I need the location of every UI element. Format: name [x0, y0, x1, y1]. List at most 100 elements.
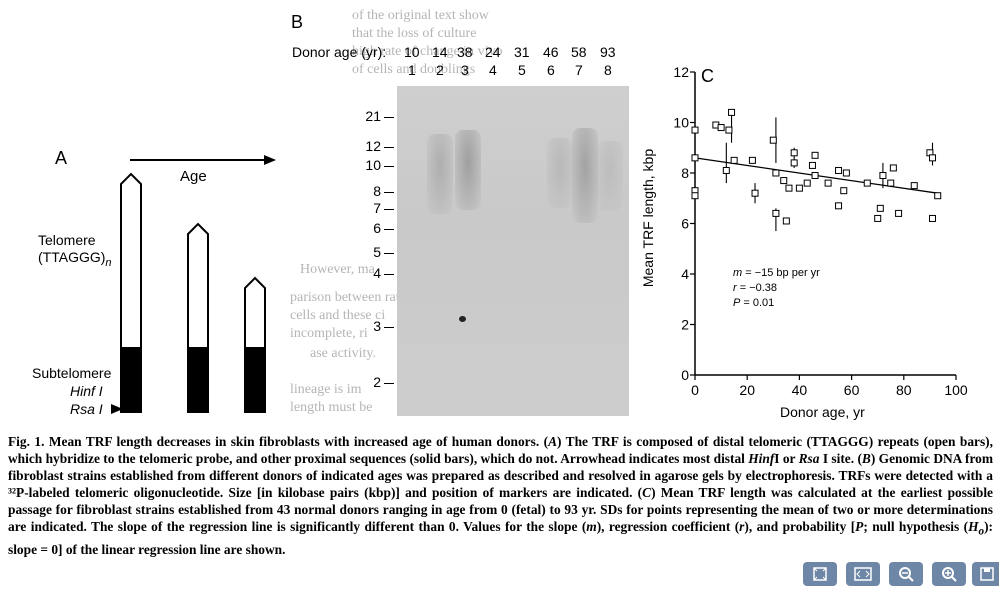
fit-width-icon — [854, 567, 872, 581]
rsa-arrowhead-icon — [111, 404, 123, 414]
data-point — [751, 189, 759, 197]
size-marker-tick — [384, 208, 394, 210]
zoom-out-button[interactable] — [889, 562, 923, 586]
data-point — [782, 217, 790, 225]
size-marker-12: 12 — [365, 138, 394, 154]
data-point — [790, 149, 798, 157]
caption-part: P — [855, 519, 864, 534]
size-marker-21: 21 — [365, 108, 394, 124]
data-point — [795, 184, 803, 192]
data-point — [725, 126, 733, 134]
caption-part: Fig. 1. — [8, 434, 45, 449]
age-arrow-icon — [130, 155, 276, 165]
size-marker-6: 6 — [373, 220, 394, 236]
data-point — [728, 108, 736, 116]
zoom-in-button[interactable] — [932, 562, 966, 586]
data-point — [895, 209, 903, 217]
fit-width-button[interactable] — [846, 562, 880, 586]
fit-page-button[interactable] — [803, 562, 837, 586]
telomere-bar-short — [244, 276, 266, 413]
rsa-label: Rsa I — [70, 401, 103, 417]
data-point — [717, 124, 725, 132]
lane-1-smear — [427, 134, 453, 214]
x-tick-label: 60 — [844, 382, 860, 398]
fit-page-icon — [813, 567, 827, 581]
y-tick-label: 6 — [681, 216, 689, 232]
zoom-in-icon — [942, 567, 957, 582]
panel-b-letter: B — [291, 12, 304, 32]
lane-age-8: 93 — [600, 44, 616, 60]
data-point — [780, 177, 788, 185]
lane-age-1: 10 — [404, 44, 420, 60]
data-point — [808, 161, 816, 169]
data-point — [835, 166, 843, 174]
stat-line-2: r = −0.38 — [733, 282, 778, 294]
caption-part: Mean TRF length decreases in skin fibrob… — [44, 434, 549, 449]
size-marker-tick — [384, 382, 394, 384]
age-label: Age — [180, 168, 207, 185]
x-tick-label: 20 — [739, 382, 755, 398]
panel-c-letter: C — [701, 66, 714, 86]
data-point — [876, 204, 884, 212]
lane-age-2: 14 — [432, 44, 448, 60]
stat-line-1: m = −15 bp per yr — [733, 267, 820, 279]
telomere-label: Telomere — [38, 232, 96, 248]
caption-part: ) Mean TRF length was calculated at the … — [8, 485, 993, 534]
caption-part: I or — [774, 451, 799, 466]
data-point — [811, 172, 819, 180]
telomere-bar-medium — [187, 222, 209, 413]
lane-age-4: 24 — [485, 44, 501, 60]
y-axis-label: Mean TRF length, kbp — [640, 148, 656, 288]
data-point — [803, 179, 811, 187]
size-marker-tick — [384, 146, 394, 148]
caption-part: H — [968, 519, 979, 534]
lane-6-smear — [547, 138, 573, 208]
telomere-repeat-label: (TTAGGG)n — [38, 249, 112, 269]
size-marker-tick — [384, 273, 394, 275]
size-marker-8: 8 — [373, 183, 394, 199]
size-marker-tick — [384, 252, 394, 254]
data-point — [722, 166, 730, 174]
caption-part: ): slope = 0] of the linear regression l… — [8, 519, 993, 557]
caption-part: B — [861, 451, 871, 466]
gel-image — [397, 86, 629, 416]
data-point — [840, 187, 848, 195]
telomere-repeat-text: (TTAGGG) — [38, 249, 106, 265]
size-marker-10: 10 — [365, 157, 394, 173]
lane-8-smear — [597, 141, 623, 211]
size-marker-tick — [384, 191, 394, 193]
telomere-bar-long — [120, 172, 142, 413]
data-point — [824, 179, 832, 187]
subtelomere-label: Subtelomere — [32, 365, 112, 381]
data-point — [835, 202, 843, 210]
trf-scatter-chart: 0 20 40 60 80 100 0 2 4 6 8 10 12 — [673, 64, 967, 398]
gel-speck — [459, 316, 466, 322]
size-marker-2: 2 — [373, 374, 394, 390]
panel-a-letter: A — [55, 148, 68, 168]
caption-part: o — [978, 525, 985, 538]
size-marker-3: 3 — [373, 318, 394, 334]
data-point — [910, 182, 918, 190]
lane-number-5: 5 — [518, 62, 526, 78]
data-point — [929, 154, 937, 162]
size-marker-4: 4 — [373, 265, 394, 281]
save-button[interactable] — [972, 562, 999, 586]
caption-part: ) Genomic DNA from fibroblast strains es… — [8, 451, 993, 500]
lane-number-4: 4 — [489, 62, 497, 78]
size-marker-7: 7 — [373, 200, 394, 216]
zoom-out-icon — [899, 567, 914, 582]
lane-number-2: 2 — [436, 62, 444, 78]
y-tick-label: 2 — [681, 317, 689, 333]
y-tick-label: 0 — [681, 367, 689, 383]
data-point — [934, 192, 942, 200]
data-point — [863, 179, 871, 187]
size-marker-label: 6 — [373, 220, 381, 236]
data-point — [874, 214, 882, 222]
size-marker-label: 7 — [373, 200, 381, 216]
y-tick-label: 8 — [681, 165, 689, 181]
save-icon — [980, 567, 994, 581]
data-point — [769, 136, 777, 144]
caption-part: ), and probability [ — [744, 519, 856, 534]
size-marker-label: 2 — [373, 374, 381, 390]
telomere-repeat-subscript: n — [105, 256, 112, 269]
